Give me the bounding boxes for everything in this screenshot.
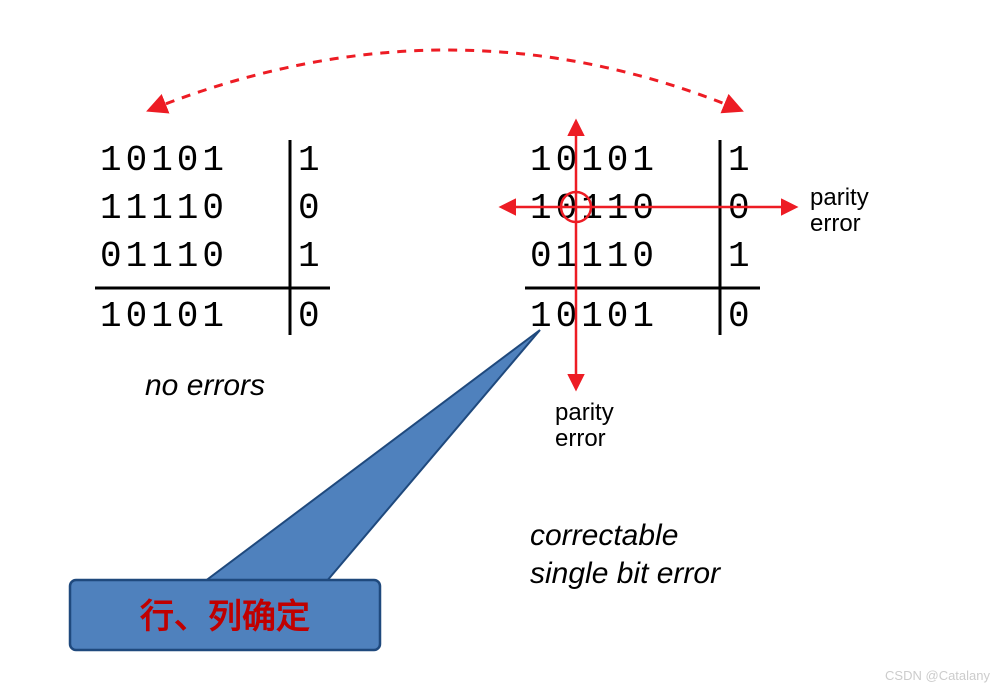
callout-text: 行、列确定 [140, 598, 310, 636]
right-parity-block: 10101 10110 01110 10101 1 0 1 0 parity e… [502, 122, 875, 590]
right-parity-2: 1 [728, 236, 754, 277]
right-row-0: 10101 [530, 140, 658, 181]
parity-error-right: parity error [810, 184, 875, 237]
parity-error-bottom: parity error [555, 399, 620, 452]
top-arc [150, 50, 740, 110]
watermark: CSDN @Catalany [885, 668, 990, 683]
left-row-3: 10101 [100, 296, 228, 337]
left-label: no errors [145, 369, 265, 402]
left-parity-3: 0 [298, 296, 324, 337]
right-row-3: 10101 [530, 296, 658, 337]
right-parity-1: 0 [728, 188, 754, 229]
left-row-1: 11110 [100, 188, 228, 229]
right-parity-0: 1 [728, 140, 754, 181]
left-parity-block: 10101 11110 01110 10101 1 0 1 0 no error… [95, 140, 330, 402]
left-parity-0: 1 [298, 140, 324, 181]
callout: 行、列确定 [70, 330, 540, 650]
right-row-2: 01110 [530, 236, 658, 277]
left-parity-2: 1 [298, 236, 324, 277]
left-parity-1: 0 [298, 188, 324, 229]
right-label: correctable single bit error [530, 519, 721, 590]
right-parity-3: 0 [728, 296, 754, 337]
left-row-2: 01110 [100, 236, 228, 277]
right-row-1: 10110 [530, 188, 658, 229]
left-row-0: 10101 [100, 140, 228, 181]
